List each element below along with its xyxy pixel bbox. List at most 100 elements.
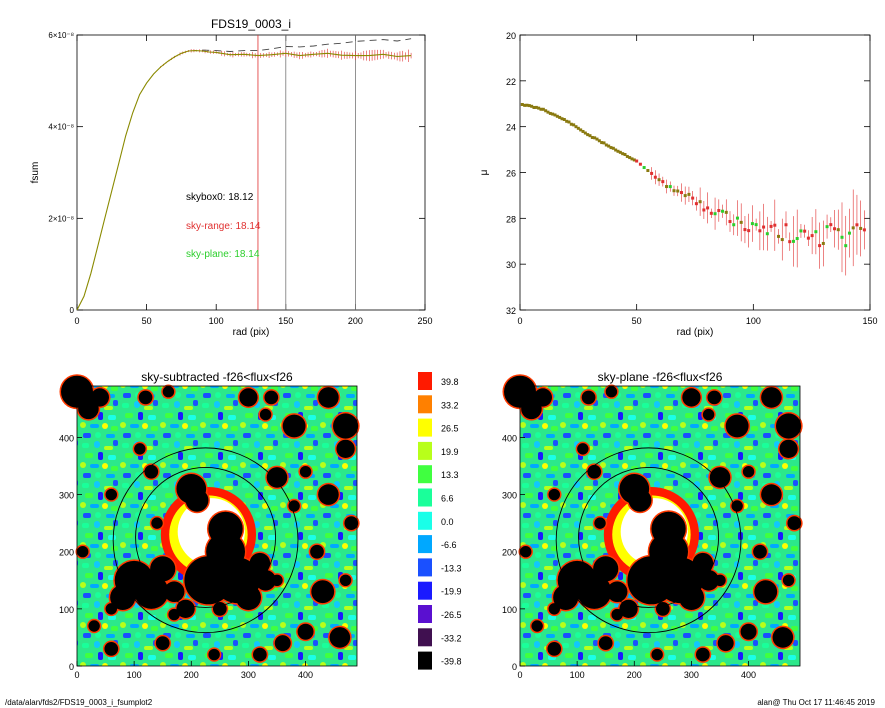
sky-subtracted-mask-blob xyxy=(239,388,258,407)
mu-ytick-label: 28 xyxy=(506,214,516,224)
sky-subtracted-mask-blob xyxy=(264,390,279,405)
mu-data-point xyxy=(679,191,683,195)
mu-data-point xyxy=(611,146,615,150)
footer-user-date: alan@ Thu Oct 17 11:46:45 2019 xyxy=(757,698,875,707)
mu-data-point xyxy=(597,139,601,143)
colorbar-swatch xyxy=(418,628,432,647)
sky-subtracted-mask-blob xyxy=(310,544,324,559)
sky-plane-outer-ring xyxy=(555,447,742,634)
mu-data-point xyxy=(818,244,822,248)
sky-plane-mask-blob xyxy=(547,642,562,656)
mu-data-point xyxy=(562,118,566,122)
sky-subtracted-ytick-label: 100 xyxy=(59,605,74,615)
sky-plane-mask-blob xyxy=(753,544,767,559)
mu-data-point xyxy=(672,189,676,193)
colorbar-swatch xyxy=(418,535,432,554)
mu-data-point xyxy=(724,210,728,214)
sky-plane-xtick-label: 400 xyxy=(741,670,756,680)
fsum-annotation: skybox0: 18.12 xyxy=(186,192,254,203)
mu-data-point xyxy=(862,228,866,232)
sky-subtracted-mask-blob xyxy=(297,623,314,640)
sky-plane-mask-blob xyxy=(678,584,705,611)
mu-data-point xyxy=(780,238,784,242)
mu-data-point xyxy=(530,104,534,108)
mu-data-point xyxy=(769,224,773,228)
sky-plane-mask-blob xyxy=(628,488,652,512)
mu-xtick-label: 0 xyxy=(517,316,522,326)
colorbar-label: 33.2 xyxy=(441,400,459,410)
mu-ytick-label: 26 xyxy=(506,169,516,179)
sky-subtracted-xtick-label: 0 xyxy=(74,670,79,680)
mu-data-point xyxy=(814,230,818,234)
mu-data-point xyxy=(799,229,803,233)
sky-plane-mask-blob xyxy=(656,602,670,616)
sky-subtracted-inner-ring xyxy=(135,466,277,608)
mu-ytick-label: 32 xyxy=(506,306,516,316)
sky-plane-mask-blob xyxy=(698,570,719,591)
sky-subtracted-mask-blob xyxy=(163,581,185,602)
mu-data-point xyxy=(607,144,611,148)
fsum-annotation: sky-range: 18.14 xyxy=(186,221,261,232)
mu-data-point xyxy=(602,141,606,145)
mu-data-point xyxy=(840,235,844,239)
mu-xlabel: rad (pix) xyxy=(677,327,714,338)
mu-data-point xyxy=(593,136,597,140)
mu-data-point xyxy=(661,180,665,184)
sky-plane-mask-blob xyxy=(696,647,710,662)
colorbar-label: -13.3 xyxy=(441,563,462,573)
sky-subtracted-xtick-label: 200 xyxy=(184,670,199,680)
mu-data-point xyxy=(825,225,829,229)
sky-subtracted-image xyxy=(59,374,360,666)
mu-data-point xyxy=(694,202,698,206)
sky-subtracted-mask-blob xyxy=(110,584,136,611)
sky-plane-mask-blob xyxy=(731,500,743,512)
sky-subtracted-xtick-label: 300 xyxy=(241,670,256,680)
sky-subtracted-ytick-label: 400 xyxy=(59,433,74,443)
mu-data-point xyxy=(576,126,580,130)
fsum-xtick-label: 200 xyxy=(348,316,363,326)
sky-plane-mask-blob xyxy=(619,599,638,618)
colorbar-swatch xyxy=(418,605,432,623)
sky-subtracted-mask-blob xyxy=(235,584,261,611)
sky-plane-mask-blob xyxy=(594,517,606,529)
mu-data-point xyxy=(623,153,627,157)
mu-data-point xyxy=(609,146,613,150)
colorbar-swatch xyxy=(418,558,432,577)
mu-data-point xyxy=(534,105,538,109)
sky-plane-mask-blob xyxy=(593,556,619,582)
mu-data-point xyxy=(735,216,739,220)
sky-plane-mask-blob xyxy=(709,467,731,488)
sky-plane-mask-blob xyxy=(707,390,722,405)
sky-plane-mask-blob xyxy=(548,603,560,615)
colorbar-swatch xyxy=(418,488,432,507)
sky-subtracted-mask-blob xyxy=(311,580,335,604)
mu-data-point xyxy=(698,200,702,204)
sky-plane-mask-blob xyxy=(772,627,794,648)
sky-subtracted-mask-blob xyxy=(266,467,288,488)
mu-data-point xyxy=(732,223,736,227)
mu-data-point xyxy=(628,156,632,160)
mu-data-point xyxy=(788,240,792,244)
sky-subtracted-mask-blob xyxy=(155,636,170,651)
mu-data-point xyxy=(653,175,657,179)
fsum-xlabel: rad (pix) xyxy=(233,327,270,338)
mu-data-point xyxy=(743,228,747,232)
sky-plane-ytick-label: 200 xyxy=(502,548,517,558)
mu-data-point xyxy=(590,135,594,139)
sky-subtracted-mask-blob xyxy=(151,517,163,529)
mu-data-point xyxy=(632,158,636,162)
mu-data-point xyxy=(546,110,550,114)
sky-subtracted-mask-blob xyxy=(105,488,117,501)
sky-plane-xtick-label: 100 xyxy=(570,670,585,680)
mu-data-point xyxy=(520,102,524,106)
mu-data-point xyxy=(702,208,706,212)
sky-plane-mask-blob xyxy=(598,636,613,651)
mu-data-point xyxy=(574,125,578,129)
mu-data-point xyxy=(581,129,585,133)
sky-plane-ytick-label: 400 xyxy=(502,433,517,443)
mu-data-point xyxy=(635,159,639,163)
mu-data-point xyxy=(717,209,721,213)
mu-ytick-label: 22 xyxy=(506,77,516,87)
mu-data-point xyxy=(600,141,604,145)
colorbar-label: -6.6 xyxy=(441,540,457,550)
